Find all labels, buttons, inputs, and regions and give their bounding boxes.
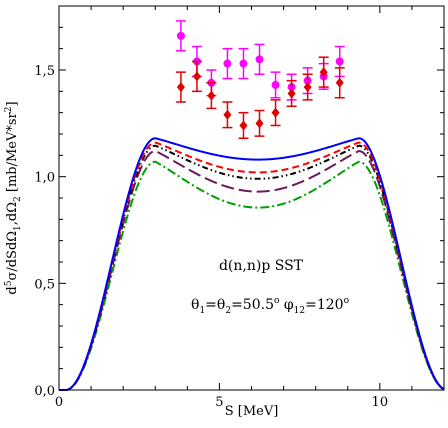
angles-annotation-part: θ — [191, 297, 199, 313]
data-point-diamond — [206, 82, 217, 110]
diamond-marker — [335, 77, 344, 88]
data-point-diamond — [318, 56, 329, 88]
y-axis-label-part: ] — [5, 101, 20, 106]
axis-ticks: 0 5 10 0,0 0,5 1,0 1,5 — [34, 5, 445, 410]
angles-annotation-part: 2 — [225, 306, 231, 316]
circle-marker — [223, 59, 232, 68]
y-tick-label: 1,0 — [34, 171, 55, 186]
diamond-marker — [255, 118, 264, 129]
theory-curve-solid — [59, 137, 445, 391]
y-axis-label-part: d — [5, 286, 20, 294]
y-axis-label-part: σ/dSdΩ — [5, 231, 20, 281]
data-point-diamond — [238, 111, 249, 140]
data-point-diamond — [270, 99, 281, 127]
diamond-marker — [271, 107, 280, 118]
x-tick-label: 5 — [215, 395, 223, 410]
circle-marker — [239, 59, 248, 68]
data-point-diamond — [254, 109, 265, 137]
theory-curve-dash-dot — [59, 160, 445, 391]
y-axis-label-part: 2 — [13, 196, 23, 202]
diamond-marker — [223, 109, 232, 120]
circle-marker — [335, 57, 344, 66]
diamond-marker — [319, 67, 328, 78]
diamond-marker — [287, 88, 296, 99]
angles-annotation-part: =120 — [305, 297, 343, 313]
angles-annotation-part: o — [344, 296, 349, 306]
x-tick-label: 0 — [55, 395, 63, 410]
y-axis-label-part: [mb/MeV*sr — [5, 111, 20, 196]
data-point-circle — [334, 45, 345, 78]
data-point-diamond — [191, 60, 202, 93]
circle-marker — [176, 31, 185, 40]
circle-marker — [255, 55, 264, 64]
data-point-diamond — [222, 101, 233, 129]
angles-annotation: θ1=θ2=50.5o φ12=120o — [191, 296, 349, 316]
angles-annotation-part: =θ — [205, 297, 225, 313]
diamond-marker — [207, 90, 216, 101]
y-tick-label: 1,5 — [34, 64, 55, 79]
reaction-annotation: d(n,n)p SST — [219, 258, 304, 274]
angles-annotation-part: =50.5 — [231, 297, 274, 313]
y-axis-label-part: 2 — [4, 106, 14, 112]
y-axis-label-part: ,dΩ — [5, 202, 20, 225]
y-axis-label-part: 5 — [4, 280, 14, 286]
circle-marker — [271, 80, 280, 89]
x-tick-label: 10 — [372, 395, 389, 410]
y-axis-label-part: 1 — [13, 225, 23, 231]
diamond-marker — [176, 82, 185, 93]
angles-annotation-part: o — [274, 296, 279, 306]
data-point-diamond — [302, 73, 313, 101]
y-tick-label: 0,0 — [34, 384, 55, 399]
y-axis-label: d5σ/dSdΩ1,dΩ2 [mb/MeV*sr2] — [4, 101, 23, 294]
data-point-circle — [238, 47, 249, 80]
diamond-marker — [192, 71, 201, 82]
data-point-circle — [222, 47, 233, 80]
y-tick-label: 0,5 — [34, 277, 55, 292]
data-points — [175, 20, 345, 140]
data-point-diamond — [334, 67, 345, 99]
angles-annotation-part: φ — [279, 297, 293, 313]
diamond-marker — [303, 82, 312, 93]
data-point-circle — [175, 20, 186, 52]
data-point-circle — [254, 43, 265, 76]
angles-annotation-part: 1 — [199, 306, 205, 316]
data-point-diamond — [175, 71, 186, 103]
x-axis-label: S [MeV] — [225, 404, 279, 419]
angles-annotation-part: 12 — [294, 306, 305, 316]
theory-curves — [59, 137, 445, 391]
data-point-circle — [270, 71, 281, 99]
data-point-diamond — [286, 79, 297, 108]
diamond-marker — [239, 120, 248, 131]
